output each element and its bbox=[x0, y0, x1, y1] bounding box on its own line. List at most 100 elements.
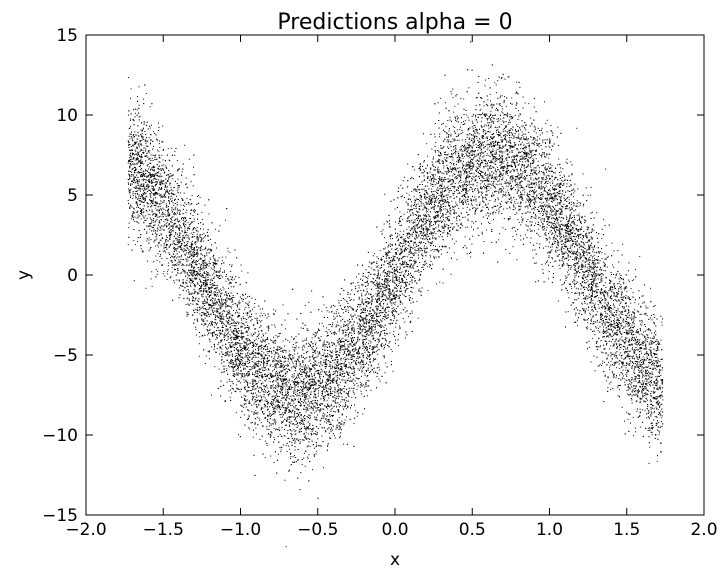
scatter-point bbox=[266, 426, 268, 428]
scatter-point bbox=[165, 167, 167, 168]
scatter-point bbox=[150, 174, 152, 176]
scatter-point bbox=[194, 242, 195, 244]
scatter-point bbox=[588, 286, 590, 288]
scatter-point bbox=[253, 367, 255, 369]
scatter-point bbox=[379, 333, 381, 335]
scatter-point bbox=[129, 167, 131, 169]
scatter-point bbox=[519, 182, 521, 184]
scatter-point bbox=[445, 126, 447, 128]
scatter-point bbox=[326, 383, 328, 385]
scatter-point bbox=[338, 344, 340, 346]
scatter-point bbox=[657, 375, 659, 377]
scatter-point bbox=[360, 304, 361, 306]
scatter-point bbox=[612, 287, 614, 288]
scatter-point bbox=[624, 381, 626, 383]
scatter-point bbox=[460, 122, 462, 124]
scatter-point bbox=[245, 307, 247, 308]
scatter-point bbox=[136, 159, 138, 161]
scatter-point bbox=[593, 320, 595, 322]
scatter-point bbox=[205, 324, 207, 325]
scatter-point bbox=[235, 357, 237, 359]
scatter-point bbox=[567, 271, 569, 273]
scatter-point bbox=[361, 299, 363, 301]
scatter-point bbox=[545, 175, 547, 177]
scatter-point bbox=[476, 97, 478, 98]
scatter-point bbox=[554, 221, 556, 223]
scatter-point bbox=[622, 243, 624, 245]
scatter-point bbox=[636, 330, 638, 332]
scatter-point bbox=[189, 271, 191, 273]
scatter-point bbox=[244, 356, 246, 358]
scatter-point bbox=[225, 219, 226, 221]
scatter-point bbox=[222, 371, 224, 373]
scatter-point bbox=[588, 340, 590, 342]
scatter-point bbox=[393, 287, 395, 289]
scatter-point bbox=[551, 222, 553, 224]
scatter-point bbox=[150, 201, 152, 202]
scatter-point bbox=[556, 192, 558, 194]
scatter-point bbox=[284, 373, 286, 375]
scatter-point bbox=[523, 152, 525, 154]
scatter-point bbox=[147, 180, 149, 182]
scatter-point bbox=[141, 168, 143, 169]
scatter-point bbox=[297, 459, 299, 460]
scatter-point bbox=[287, 407, 289, 408]
scatter-point bbox=[298, 346, 300, 348]
scatter-point bbox=[344, 329, 346, 331]
scatter-point bbox=[568, 273, 570, 275]
scatter-point bbox=[251, 361, 253, 363]
scatter-point bbox=[438, 236, 440, 238]
scatter-point bbox=[389, 319, 391, 321]
scatter-point bbox=[532, 257, 534, 259]
scatter-point bbox=[184, 217, 186, 219]
scatter-point bbox=[271, 385, 273, 387]
scatter-point bbox=[261, 330, 263, 332]
scatter-point bbox=[591, 286, 592, 288]
scatter-point bbox=[412, 287, 414, 289]
scatter-point bbox=[130, 204, 132, 206]
scatter-point bbox=[194, 269, 196, 271]
scatter-point bbox=[220, 303, 222, 305]
scatter-point bbox=[605, 286, 607, 288]
scatter-point bbox=[167, 262, 169, 264]
scatter-point bbox=[535, 184, 537, 186]
scatter-point bbox=[213, 294, 215, 296]
scatter-point bbox=[568, 264, 570, 266]
scatter-point bbox=[406, 278, 408, 280]
scatter-point bbox=[142, 129, 144, 131]
scatter-point bbox=[601, 323, 603, 325]
scatter-point bbox=[495, 152, 497, 154]
scatter-point bbox=[341, 367, 343, 369]
scatter-point bbox=[247, 343, 249, 345]
scatter-point bbox=[499, 147, 501, 149]
scatter-point bbox=[366, 332, 368, 334]
scatter-point bbox=[217, 322, 218, 324]
scatter-point bbox=[300, 392, 302, 394]
scatter-point bbox=[329, 422, 331, 424]
scatter-point bbox=[591, 267, 593, 269]
scatter-point bbox=[339, 374, 341, 376]
scatter-point bbox=[252, 396, 254, 398]
scatter-point bbox=[275, 429, 276, 431]
scatter-point bbox=[553, 223, 555, 224]
scatter-point bbox=[187, 227, 189, 229]
scatter-point bbox=[329, 331, 331, 333]
scatter-point bbox=[291, 411, 293, 413]
scatter-point bbox=[441, 198, 443, 200]
scatter-point bbox=[625, 374, 627, 376]
scatter-point bbox=[324, 391, 326, 393]
scatter-point bbox=[177, 247, 179, 249]
scatter-point bbox=[607, 331, 609, 333]
scatter-point bbox=[482, 206, 484, 208]
scatter-point bbox=[475, 116, 477, 118]
scatter-point bbox=[271, 399, 273, 400]
scatter-point bbox=[269, 411, 270, 413]
scatter-point bbox=[522, 158, 524, 160]
scatter-point bbox=[480, 186, 482, 188]
scatter-point bbox=[527, 153, 529, 155]
scatter-point bbox=[197, 238, 199, 240]
scatter-point bbox=[306, 352, 307, 354]
scatter-point bbox=[505, 195, 507, 197]
scatter-point bbox=[385, 252, 387, 254]
scatter-point bbox=[205, 275, 207, 277]
